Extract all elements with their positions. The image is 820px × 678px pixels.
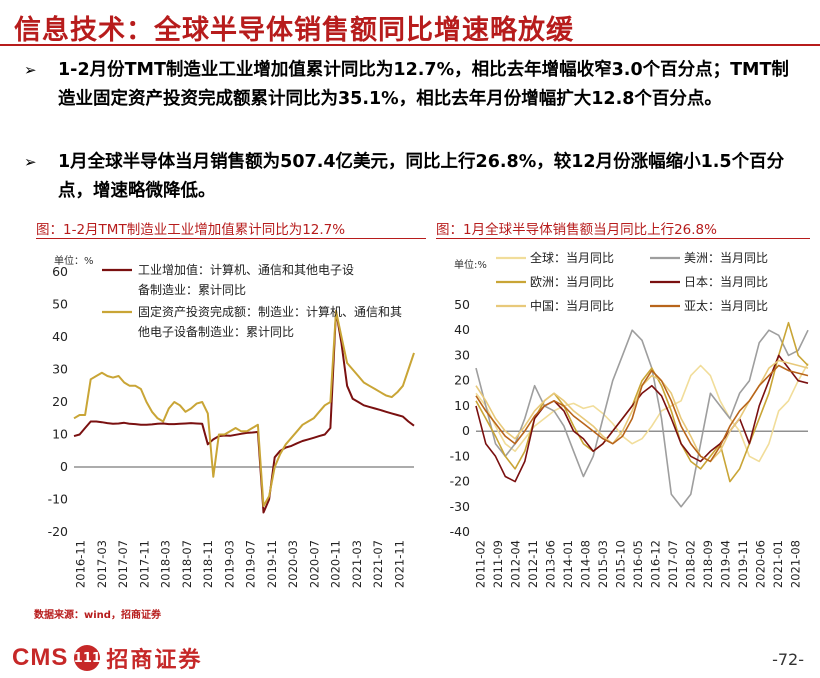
series-line-1 <box>73 310 415 514</box>
x-tick-label: 2013-06 <box>544 540 558 588</box>
bullet-1: ➢ 1-2月份TMT制造业工业增加值累计同比为12.7%，相比去年增幅收窄3.0… <box>24 56 804 114</box>
bullet-2: ➢ 1月全球半导体当月销售额为507.4亿美元，同比上行26.8%，较12月份涨… <box>24 148 804 206</box>
y-tick-label: -20 <box>48 524 68 539</box>
chart-2-title-rule <box>436 238 810 239</box>
x-tick-label: 2021-07 <box>371 540 385 588</box>
y-tick-label: -30 <box>450 499 470 514</box>
logo-chinese: 招商证券 <box>106 648 203 673</box>
arrow-icon: ➢ <box>24 61 37 79</box>
chart-1-title-rule <box>36 238 426 239</box>
y-tick-label: -20 <box>450 474 470 489</box>
arrow-icon: ➢ <box>24 153 37 171</box>
x-tick-label: 2015-03 <box>596 540 610 588</box>
x-tick-label: 2019-03 <box>222 540 236 588</box>
y-tick-label: 0 <box>462 423 470 438</box>
x-tick-label: 2020-03 <box>286 540 300 588</box>
y-tick-label: 10 <box>454 398 470 413</box>
legend-label-2: 固定资产投资完成额：制造业：计算机、通信和其他电子设备制造业：累计同比 <box>138 304 402 339</box>
company-logo: CMS 111 招商证券 <box>12 643 202 673</box>
logo-text: CMS <box>12 644 69 671</box>
legend-label-1: 工业增加值：计算机、通信和其他电子设备制造业：累计同比 <box>138 262 354 297</box>
x-tick-label: 2012-11 <box>526 540 540 588</box>
chart-1: 单位：% -20 -10 0 10 20 30 40 50 60 2016-11 2017-03 201… <box>48 254 415 588</box>
page-title: 信息技术：全球半导体销售额同比增速略放缓 <box>14 15 574 46</box>
y-tick-label: 40 <box>454 322 470 337</box>
x-tick-label: 2015-10 <box>614 540 628 588</box>
legend-label-3: 欧洲：当月同比 <box>530 275 614 289</box>
x-tick-label: 2019-04 <box>718 540 732 588</box>
x-tick-label: 2016-05 <box>631 540 645 588</box>
x-tick-label: 2020-06 <box>753 540 767 588</box>
y-tick-label: 50 <box>52 297 68 312</box>
x-tick-label: 2012-04 <box>509 540 523 588</box>
y-tick-label: 0 <box>60 459 68 474</box>
x-tick-label: 2016-11 <box>74 540 88 588</box>
y-tick-label: 10 <box>52 427 68 442</box>
x-tick-label: 2018-09 <box>701 540 715 588</box>
x-tick-label: 2017-11 <box>137 540 151 588</box>
chart-2: 单位:% -40 -30 -20 -10 0 10 20 30 40 50 2011-02 2011-0… <box>450 250 809 588</box>
x-tick-label: 2021-01 <box>771 540 785 588</box>
x-tick-label: 2020-11 <box>329 540 343 588</box>
bullet-2-text: 1月全球半导体当月销售额为507.4亿美元，同比上行26.8%，较12月份涨幅缩… <box>58 152 785 201</box>
x-tick-label: 2021-11 <box>392 540 406 588</box>
x-tick-label: 2016-12 <box>648 540 662 588</box>
x-tick-label: 2019-11 <box>265 540 279 588</box>
x-tick-label: 2020-07 <box>307 540 321 588</box>
series-line-4 <box>475 354 809 483</box>
y-tick-label: -40 <box>450 524 470 539</box>
x-tick-label: 2018-11 <box>201 540 215 588</box>
y-tick-label: -10 <box>48 492 68 507</box>
bullet-1-text: 1-2月份TMT制造业工业增加值累计同比为12.7%，相比去年增幅收窄3.0个百… <box>58 60 789 109</box>
x-tick-label: 2017-07 <box>116 540 130 588</box>
x-tick-label: 2011-02 <box>474 540 488 588</box>
x-tick-label: 2018-02 <box>683 540 697 588</box>
x-tick-label: 2017-07 <box>666 540 680 588</box>
x-tick-label: 2018-03 <box>159 540 173 588</box>
legend-label-5: 中国：当月同比 <box>530 298 614 313</box>
x-tick-label: 2014-08 <box>579 540 593 588</box>
series-line-2 <box>73 310 415 507</box>
unit-label: 单位:% <box>454 258 487 271</box>
y-tick-label: 40 <box>52 329 68 344</box>
data-source: 数据来源：wind，招商证券 <box>34 610 161 621</box>
series-line-6 <box>475 364 809 463</box>
x-tick-label: 2014-01 <box>561 540 575 588</box>
page-number: -72- <box>772 650 804 669</box>
x-tick-label: 2018-07 <box>180 540 194 588</box>
x-tick-label: 2021-08 <box>788 540 802 588</box>
y-tick-label: 60 <box>52 264 68 279</box>
x-tick-label: 2021-03 <box>350 540 364 588</box>
x-tick-label: 2017-03 <box>95 540 109 588</box>
x-tick-label: 2019-11 <box>736 540 750 588</box>
series-line-2 <box>475 329 809 508</box>
y-tick-label: 30 <box>52 362 68 377</box>
chart-1-title: 图：1-2月TMT制造业工业增加值累计同比为12.7% <box>36 222 346 238</box>
legend-label-6: 亚太：当月同比 <box>684 298 768 313</box>
legend-label-1: 全球：当月同比 <box>530 250 614 265</box>
logo-mark-icon: 111 <box>74 645 101 671</box>
y-tick-label: 20 <box>454 373 470 388</box>
y-tick-label: 20 <box>52 394 68 409</box>
y-tick-label: 50 <box>454 297 470 312</box>
title-divider <box>0 44 820 46</box>
y-tick-label: 30 <box>454 347 470 362</box>
y-tick-label: -10 <box>450 448 470 463</box>
chart-2-title: 图：1月全球半导体销售额当月同比上行26.8% <box>436 222 717 238</box>
legend-label-2: 美洲：当月同比 <box>684 251 768 265</box>
unit-label: 单位：% <box>54 254 94 267</box>
x-tick-label: 2019-07 <box>244 540 258 588</box>
x-tick-label: 2011-09 <box>491 540 505 588</box>
legend-label-4: 日本：当月同比 <box>684 275 768 289</box>
